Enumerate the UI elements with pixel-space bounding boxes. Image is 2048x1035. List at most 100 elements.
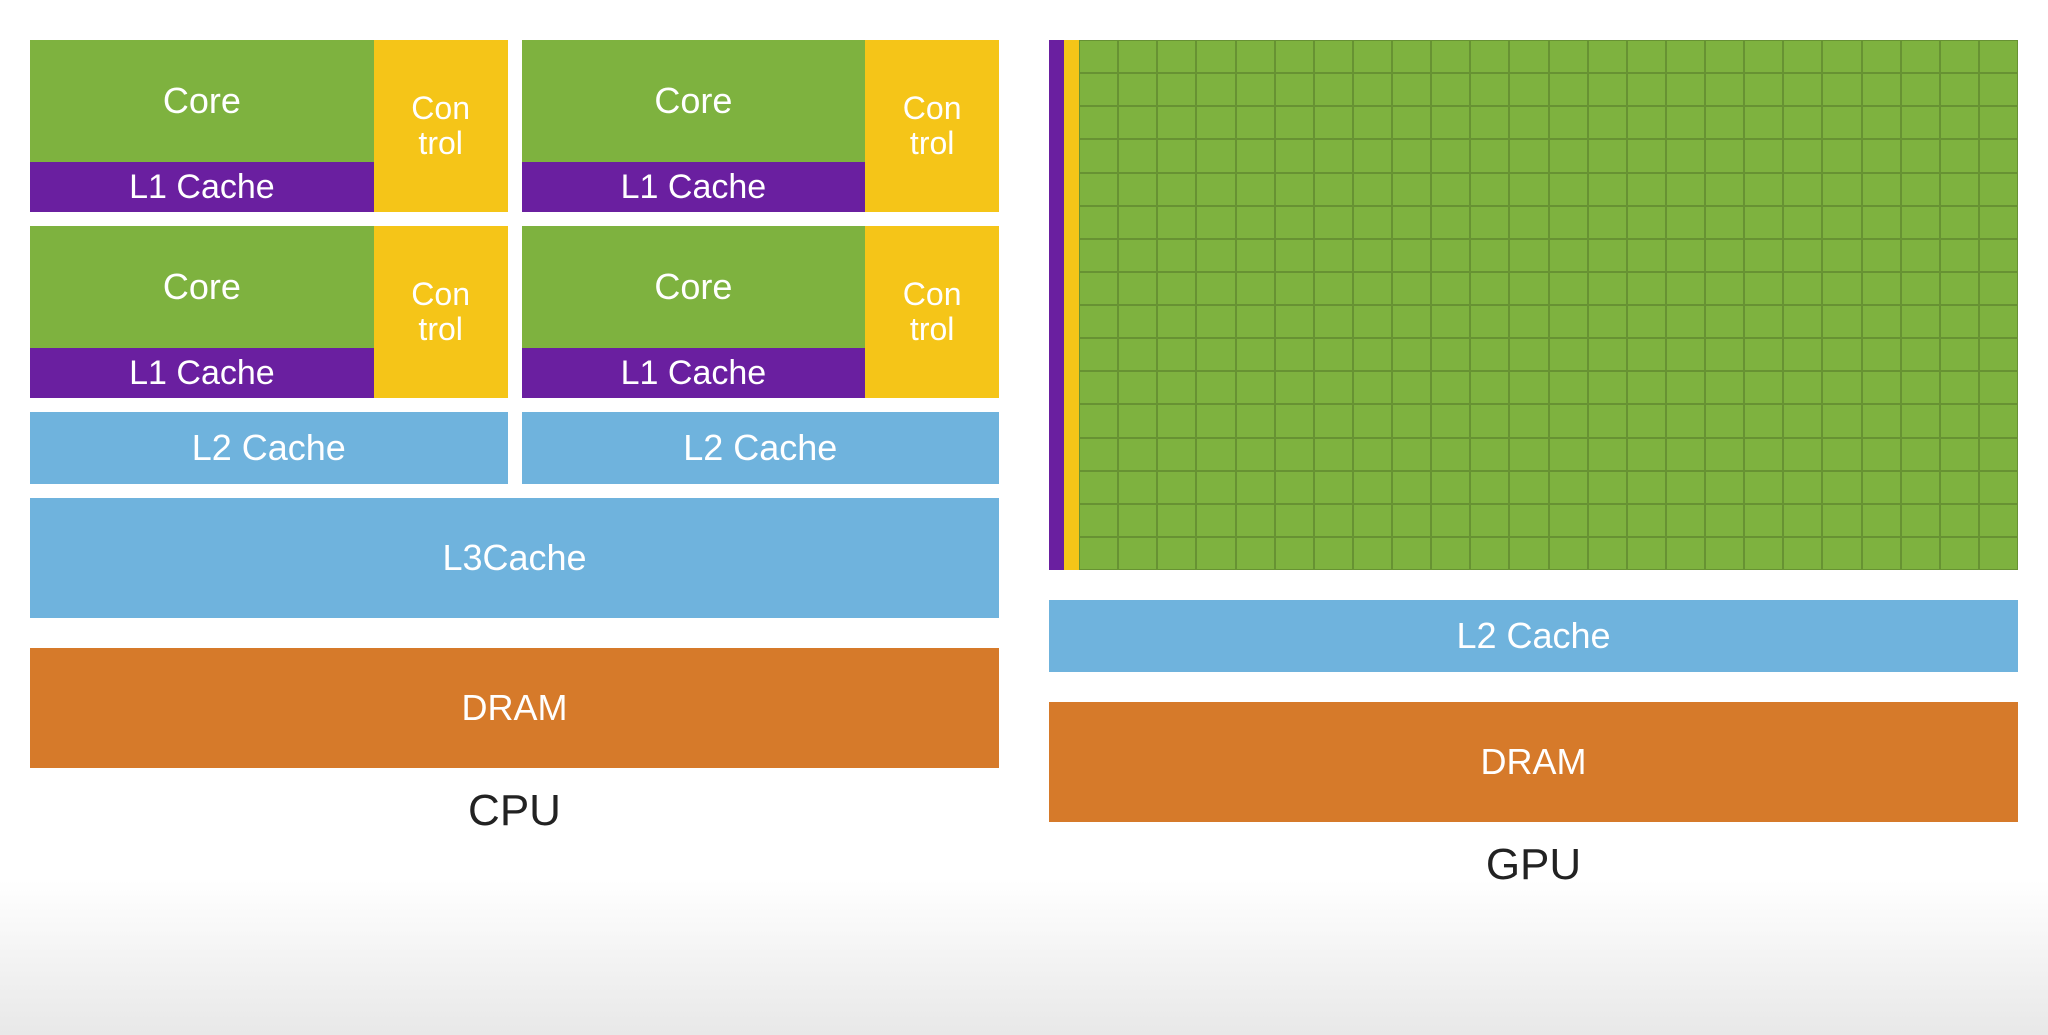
- gpu-core-cell: [1392, 272, 1431, 305]
- gpu-core-cell: [1862, 338, 1901, 371]
- gpu-core-cell: [1901, 206, 1940, 239]
- gpu-core-cell: [1627, 73, 1666, 106]
- gpu-core-cell: [1666, 537, 1705, 570]
- gpu-core-cell: [1940, 338, 1979, 371]
- cpu-l2-label: L2 Cache: [522, 412, 1000, 484]
- cpu-l1-label: L1 Cache: [522, 348, 866, 398]
- gpu-core-cell: [1549, 404, 1588, 437]
- gpu-core-cell: [1901, 338, 1940, 371]
- gpu-core-cell: [1157, 438, 1196, 471]
- gpu-core-cell: [1236, 305, 1275, 338]
- gpu-core-cell: [1509, 139, 1548, 172]
- gpu-core-cell: [1783, 206, 1822, 239]
- gpu-core-cell: [1549, 272, 1588, 305]
- gpu-core-cell: [1862, 537, 1901, 570]
- gpu-core-cell: [1705, 338, 1744, 371]
- gpu-core-cell: [1196, 139, 1235, 172]
- gpu-core-cell: [1314, 206, 1353, 239]
- gpu-core-cell: [1157, 272, 1196, 305]
- gpu-core-cell: [1901, 239, 1940, 272]
- gpu-core-cell: [1862, 438, 1901, 471]
- gpu-core-cell: [1901, 106, 1940, 139]
- gpu-core-cell: [1275, 139, 1314, 172]
- gpu-core-cell: [1627, 438, 1666, 471]
- gpu-core-cell: [1196, 305, 1235, 338]
- gpu-core-cell: [1783, 73, 1822, 106]
- gpu-core-cell: [1275, 305, 1314, 338]
- gpu-core-cell: [1744, 40, 1783, 73]
- gpu-core-cell: [1940, 139, 1979, 172]
- gpu-core-cell: [1666, 173, 1705, 206]
- gpu-core-cell: [1118, 73, 1157, 106]
- gpu-core-cell: [1666, 305, 1705, 338]
- gpu-core-cell: [1392, 40, 1431, 73]
- gpu-core-cell: [1314, 504, 1353, 537]
- gpu-core-cell: [1392, 173, 1431, 206]
- gpu-core-cell: [1549, 239, 1588, 272]
- gpu-core-cell: [1588, 40, 1627, 73]
- gpu-core-cell: [1196, 404, 1235, 437]
- gpu-core-cell: [1783, 404, 1822, 437]
- gpu-core-cell: [1157, 537, 1196, 570]
- gpu-core-cell: [1744, 504, 1783, 537]
- gpu-core-cell: [1079, 239, 1118, 272]
- gpu-core-cell: [1353, 537, 1392, 570]
- gpu-core-cell: [1275, 206, 1314, 239]
- gpu-dram-label: DRAM: [1049, 702, 2018, 822]
- gpu-core-cell: [1862, 106, 1901, 139]
- gpu-core-cell: [1901, 173, 1940, 206]
- gpu-core-cell: [1353, 239, 1392, 272]
- gpu-control-cell: [1049, 139, 1079, 172]
- gpu-core-cell: [1901, 537, 1940, 570]
- gpu-core-cell: [1509, 272, 1548, 305]
- gpu-core-cell: [1549, 206, 1588, 239]
- gpu-core-cell: [1118, 438, 1157, 471]
- gpu-core-cell: [1353, 73, 1392, 106]
- gpu-control-cell: [1049, 471, 1079, 504]
- gpu-core-cell: [1157, 106, 1196, 139]
- cpu-core-block: Core L1 Cache Control: [522, 40, 1000, 212]
- gpu-core-cell: [1314, 106, 1353, 139]
- gpu-core-cell: [1705, 272, 1744, 305]
- cpu-control-label: Control: [865, 226, 999, 398]
- gpu-core-cell: [1196, 239, 1235, 272]
- gpu-core-cell: [1627, 272, 1666, 305]
- gpu-core-cell: [1236, 239, 1275, 272]
- gpu-core-cell: [1236, 404, 1275, 437]
- gpu-core-cell: [1509, 239, 1548, 272]
- gpu-core-cell: [1470, 537, 1509, 570]
- gpu-core-cell: [1236, 504, 1275, 537]
- gpu-core-cell: [1079, 139, 1118, 172]
- gpu-core-cell: [1862, 305, 1901, 338]
- gpu-core-cell: [1822, 173, 1861, 206]
- gpu-core-cell: [1196, 371, 1235, 404]
- gpu-core-cell: [1275, 504, 1314, 537]
- gpu-core-cell: [1822, 537, 1861, 570]
- gpu-core-cell: [1549, 537, 1588, 570]
- gpu-grid-area: [1049, 40, 2018, 570]
- gpu-core-cell: [1901, 504, 1940, 537]
- gpu-core-cell: [1157, 305, 1196, 338]
- gpu-core-cell: [1509, 471, 1548, 504]
- gpu-core-cell: [1118, 106, 1157, 139]
- gpu-core-cell: [1783, 305, 1822, 338]
- gpu-control-cell: [1049, 106, 1079, 139]
- gpu-core-cell: [1705, 471, 1744, 504]
- gpu-control-cell: [1049, 73, 1079, 106]
- gpu-core-cell: [1079, 173, 1118, 206]
- gpu-core-cell: [1627, 40, 1666, 73]
- cpu-l1-label: L1 Cache: [522, 162, 866, 212]
- gpu-core-cell: [1901, 73, 1940, 106]
- gpu-core-cell: [1822, 40, 1861, 73]
- gpu-core-cell: [1783, 471, 1822, 504]
- gpu-cores-grid: [1079, 40, 2018, 570]
- gpu-core-cell: [1314, 139, 1353, 172]
- gpu-core-cell: [1705, 371, 1744, 404]
- gpu-core-cell: [1118, 504, 1157, 537]
- gpu-core-cell: [1549, 139, 1588, 172]
- gpu-core-cell: [1079, 471, 1118, 504]
- gpu-core-cell: [1431, 173, 1470, 206]
- gpu-core-cell: [1940, 305, 1979, 338]
- gpu-core-cell: [1509, 338, 1548, 371]
- gpu-core-cell: [1431, 471, 1470, 504]
